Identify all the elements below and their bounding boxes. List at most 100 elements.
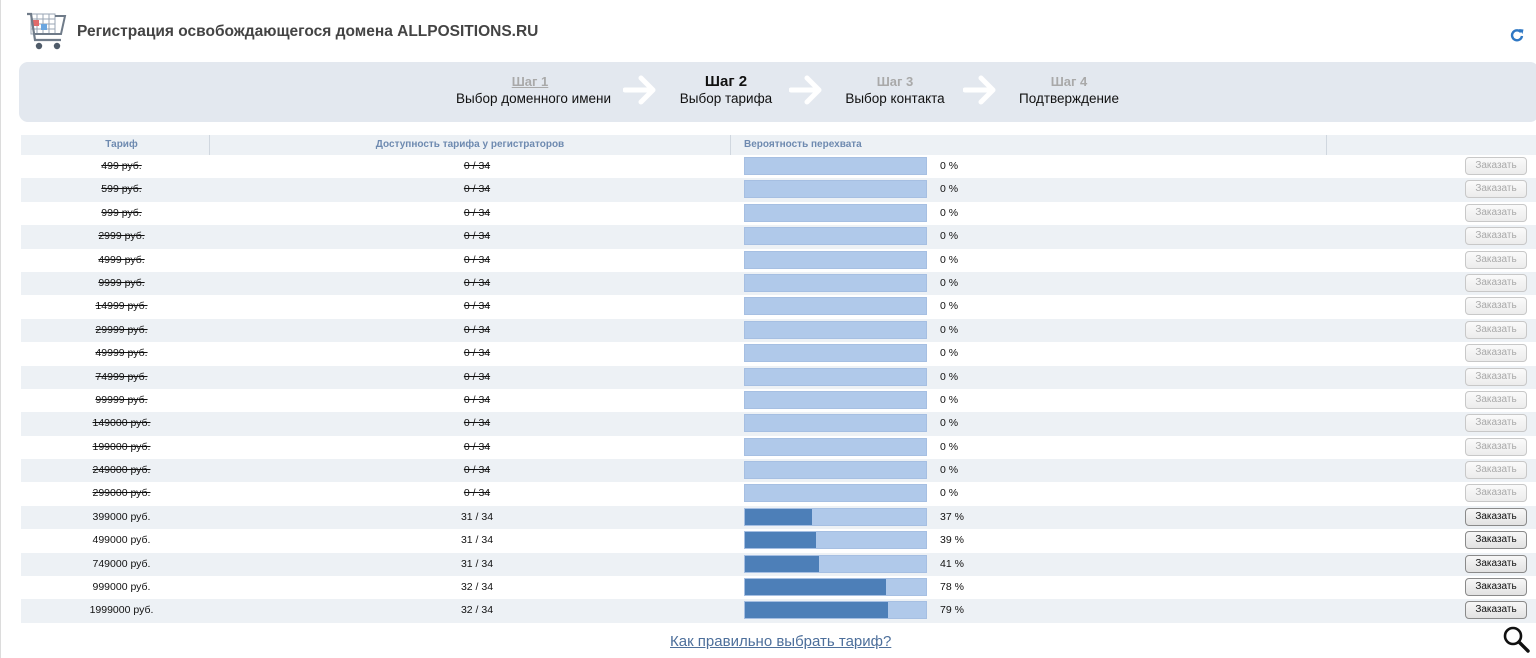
- probability-bar: [744, 390, 927, 409]
- tariff-price: 499 руб.: [101, 160, 142, 172]
- order-button[interactable]: Заказать: [1465, 367, 1527, 386]
- tariff-price: 2999 руб.: [98, 230, 145, 243]
- tariff-price: 499000 руб.: [92, 534, 151, 547]
- probability-percent: 0 %: [940, 347, 959, 360]
- probability-percent: 0 %: [940, 230, 959, 243]
- probability-percent: 0 %: [940, 370, 959, 383]
- step-4-label: Подтверждение: [1019, 91, 1119, 106]
- page-title: Регистрация освобождающегося домена ALLP…: [77, 23, 539, 40]
- order-button[interactable]: Заказать: [1465, 437, 1527, 456]
- table-row: 999000 руб. 32 / 34 78 % Заказать: [21, 576, 1536, 600]
- table-row: 49999 руб. 0 / 34 0 % Заказать: [21, 342, 1536, 366]
- probability-percent: 0 %: [940, 487, 959, 500]
- order-button[interactable]: Заказать: [1465, 414, 1527, 433]
- probability-bar: [744, 250, 927, 269]
- shopping-cart-icon: [27, 12, 67, 50]
- order-button[interactable]: Заказать: [1465, 273, 1527, 292]
- availability-count: 32 / 34: [460, 604, 494, 617]
- probability-bar: [744, 320, 927, 339]
- order-button[interactable]: Заказать: [1465, 484, 1527, 503]
- step-4-number: Шаг 4: [1050, 74, 1088, 89]
- order-button[interactable]: Заказать: [1465, 531, 1527, 550]
- tariff-price: 9999 руб.: [98, 276, 145, 289]
- column-header-probability: Вероятность перехвата: [744, 139, 862, 150]
- probability-percent: 0 %: [940, 206, 959, 219]
- help-link-choose-tariff[interactable]: Как правильно выбрать тариф?: [670, 633, 892, 650]
- order-button[interactable]: Заказать: [1465, 320, 1527, 339]
- table-row: 74999 руб. 0 / 34 0 % Заказать: [21, 365, 1536, 389]
- probability-bar: [744, 344, 927, 363]
- probability-bar: [744, 414, 927, 433]
- table-row: 99999 руб. 0 / 34 0 % Заказать: [21, 388, 1536, 413]
- availability-count: 32 / 34: [460, 581, 494, 594]
- availability-count: 0 / 34: [463, 230, 491, 243]
- tariff-table: Тариф Доступность тарифа у регистраторов…: [21, 135, 1536, 623]
- probability-bar-fill: [745, 602, 888, 619]
- step-1[interactable]: Шаг 1 Выбор доменного имени: [456, 74, 611, 107]
- order-button[interactable]: Заказать: [1465, 250, 1527, 269]
- availability-count: 0 / 34: [463, 160, 491, 172]
- step-2: Шаг 2 Выбор тарифа: [676, 74, 776, 107]
- probability-percent: 0 %: [940, 440, 959, 453]
- probability-bar: [744, 531, 927, 550]
- table-row: 999 руб. 0 / 34 0 % Заказать: [21, 201, 1536, 226]
- probability-bar: [744, 297, 927, 316]
- tariff-price: 299000 руб.: [92, 487, 151, 500]
- step-3-label: Выбор контакта: [845, 91, 945, 106]
- order-button[interactable]: Заказать: [1465, 180, 1527, 199]
- refresh-icon[interactable]: [1510, 28, 1524, 42]
- order-button[interactable]: Заказать: [1465, 297, 1527, 316]
- probability-percent: 0 %: [940, 323, 959, 336]
- tariff-price: 199000 руб.: [92, 440, 151, 453]
- table-row: 499000 руб. 31 / 34 39 % Заказать: [21, 529, 1536, 553]
- probability-bar-fill: [745, 532, 816, 549]
- step-3: Шаг 3 Выбор контакта: [845, 74, 945, 107]
- probability-bar: [744, 437, 927, 456]
- table-row: 9999 руб. 0 / 34 0 % Заказать: [21, 271, 1536, 296]
- column-header-availability: Доступность тарифа у регистраторов: [375, 139, 565, 150]
- page-left-border: [0, 0, 1, 658]
- order-button[interactable]: Заказать: [1465, 344, 1527, 363]
- order-button[interactable]: Заказать: [1465, 203, 1527, 222]
- order-button[interactable]: Заказать: [1465, 578, 1527, 597]
- availability-count: 0 / 34: [463, 206, 491, 219]
- tariff-price: 99999 руб.: [95, 393, 148, 406]
- order-button[interactable]: Заказать: [1465, 227, 1527, 246]
- probability-percent: 0 %: [940, 276, 959, 289]
- probability-percent: 0 %: [940, 253, 959, 266]
- table-row: 4999 руб. 0 / 34 0 % Заказать: [21, 248, 1536, 272]
- probability-percent: 0 %: [940, 464, 959, 477]
- probability-bar: [744, 601, 927, 620]
- tariff-price: 749000 руб.: [92, 557, 151, 570]
- availability-count: 0 / 34: [463, 417, 491, 430]
- tariff-price: 49999 руб.: [95, 347, 148, 360]
- step-2-number: Шаг 2: [704, 73, 748, 90]
- table-row: 29999 руб. 0 / 34 0 % Заказать: [21, 318, 1536, 343]
- availability-count: 0 / 34: [463, 276, 491, 289]
- table-row: 499 руб. 0 / 34 0 % Заказать: [21, 155, 1536, 179]
- order-button[interactable]: Заказать: [1465, 554, 1527, 573]
- steps-bar: Шаг 1 Выбор доменного имени Шаг 2 Выбор …: [19, 62, 1536, 122]
- availability-count: 0 / 34: [463, 464, 491, 477]
- magnifier-icon[interactable]: [1502, 625, 1530, 653]
- order-button[interactable]: Заказать: [1465, 601, 1527, 620]
- probability-percent: 0 %: [940, 183, 959, 196]
- order-button[interactable]: Заказать: [1465, 507, 1527, 526]
- probability-bar: [744, 578, 927, 597]
- probability-percent: 0 %: [940, 417, 959, 430]
- order-button[interactable]: Заказать: [1465, 461, 1527, 480]
- probability-bar-fill: [745, 555, 820, 572]
- probability-bar: [744, 180, 927, 199]
- availability-count: 0 / 34: [463, 440, 491, 453]
- order-button[interactable]: Заказать: [1465, 157, 1527, 175]
- probability-bar: [744, 461, 927, 480]
- page-header: Регистрация освобождающегося домена ALLP…: [25, 8, 1524, 54]
- column-divider: [1326, 135, 1327, 155]
- probability-bar: [744, 484, 927, 503]
- probability-percent: 0 %: [940, 160, 959, 172]
- tariff-price: 599 руб.: [101, 183, 142, 196]
- step-1-number[interactable]: Шаг 1: [511, 74, 549, 89]
- order-button[interactable]: Заказать: [1465, 390, 1527, 409]
- probability-percent: 41 %: [940, 557, 964, 570]
- availability-count: 0 / 34: [463, 393, 491, 406]
